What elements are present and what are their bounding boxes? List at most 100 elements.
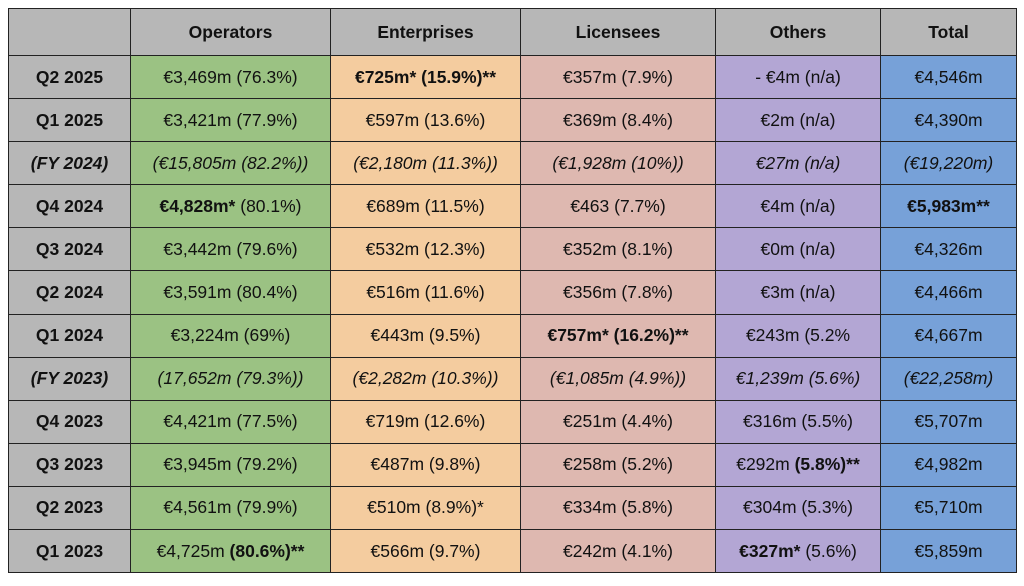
cell-total: €4,326m <box>880 227 1017 272</box>
cell-enterprises: €566m (9.7%) <box>330 529 521 574</box>
cell-text: €3,421m (77.9%) <box>163 109 298 130</box>
cell-enterprises: (€2,180m (11.3%)) <box>330 141 521 186</box>
header-corner <box>8 8 131 56</box>
cell-others: €292m (5.8%)** <box>715 442 881 487</box>
cell-text: €4,667m <box>914 325 983 346</box>
cell-text: €463 (7.7%) <box>570 195 666 216</box>
cell-text: €597m (13.6%) <box>365 109 486 130</box>
cell-enterprises: €510m (8.9%)* <box>330 485 521 531</box>
table-row: Q4 2024 €4,828m* (80.1%) €689m (11.5%) €463… <box>8 184 1017 229</box>
cell-others: €316m (5.5%) <box>715 399 881 444</box>
cell-text: €4,828m* <box>159 195 236 216</box>
cell-text: (5.6%) <box>800 540 857 561</box>
cell-total: (€19,220m) <box>880 141 1017 186</box>
cell-text: €2m (n/a) <box>760 109 836 130</box>
cell-operators: €4,561m (79.9%) <box>130 485 331 531</box>
cell-licensees: €356m (7.8%) <box>520 270 716 315</box>
table-row: (FY 2024) (€15,805m (82.2%)) (€2,180m (11.… <box>8 141 1017 186</box>
cell-text: (€1,085m (4.9%)) <box>549 368 687 389</box>
cell-total: €4,546m <box>880 54 1017 100</box>
cell-text: €443m (9.5%) <box>370 325 481 346</box>
cell-text: (€19,220m) <box>903 152 994 173</box>
cell-enterprises: (€2,282m (10.3%)) <box>330 356 521 401</box>
row-label: (FY 2024) <box>8 141 131 186</box>
cell-others: €4m (n/a) <box>715 184 881 229</box>
cell-total: €5,710m <box>880 485 1017 531</box>
cell-text: €243m (5.2% <box>745 325 851 346</box>
cell-text: €4,466m <box>914 282 983 303</box>
cell-text: €27m (n/a) <box>755 152 841 173</box>
cell-text: (17,652m (79.3%)) <box>157 368 304 389</box>
cell-text: €487m (9.8%) <box>370 454 481 475</box>
row-label: Q2 2024 <box>8 270 131 315</box>
cell-operators: €4,421m (77.5%) <box>130 399 331 444</box>
cell-total: €4,390m <box>880 98 1017 143</box>
cell-operators: €3,224m (69%) <box>130 313 331 358</box>
row-label: Q1 2024 <box>8 313 131 358</box>
cell-text: €352m (8.1%) <box>563 238 673 259</box>
cell-licensees: €757m* (16.2%)** <box>520 313 716 358</box>
cell-text: (€15,805m (82.2%)) <box>152 152 309 173</box>
row-label: Q2 2025 <box>8 54 131 100</box>
cell-text: (€2,282m (10.3%)) <box>352 368 499 389</box>
cell-operators: €4,828m* (80.1%) <box>130 184 331 229</box>
cell-operators: €3,945m (79.2%) <box>130 442 331 487</box>
cell-operators: (€15,805m (82.2%)) <box>130 141 331 186</box>
cell-others: €327m* (5.6%) <box>715 529 881 574</box>
table-row: Q1 2024 €3,224m (69%) €443m (9.5%) €757m* (… <box>8 313 1017 358</box>
cell-total: €4,667m <box>880 313 1017 358</box>
cell-licensees: €334m (5.8%) <box>520 485 716 531</box>
cell-text: €5,710m <box>914 497 983 518</box>
row-label: Q2 2023 <box>8 485 131 531</box>
cell-text: €357m (7.9%) <box>563 66 673 87</box>
cell-operators: €3,442m (79.6%) <box>130 227 331 272</box>
cell-text: €510m (8.9%)* <box>367 497 484 518</box>
row-label: Q3 2023 <box>8 442 131 487</box>
cell-others: €304m (5.3%) <box>715 485 881 531</box>
cell-others: €2m (n/a) <box>715 98 881 143</box>
cell-text: €5,859m <box>914 540 983 561</box>
cell-operators: €3,421m (77.9%) <box>130 98 331 143</box>
cell-text: €4,390m <box>914 109 983 130</box>
cell-text: €258m (5.2%) <box>563 454 673 475</box>
cell-others: €0m (n/a) <box>715 227 881 272</box>
cell-text: €532m (12.3%) <box>365 238 486 259</box>
row-label: Q4 2024 <box>8 184 131 229</box>
cell-text: (€1,928m (10%)) <box>552 152 684 173</box>
cell-text: €251m (4.4%) <box>563 411 673 432</box>
cell-operators: (17,652m (79.3%)) <box>130 356 331 401</box>
cell-total: €4,466m <box>880 270 1017 315</box>
cell-others: - €4m (n/a) <box>715 54 881 100</box>
cell-text: €689m (11.5%) <box>366 195 485 216</box>
header-row: Operators Enterprises Licensees Others Total <box>8 8 1017 56</box>
cell-text: (€22,258m) <box>903 368 994 389</box>
cell-total: €5,859m <box>880 529 1017 574</box>
cell-others: €243m (5.2% <box>715 313 881 358</box>
cell-others: €27m (n/a) <box>715 141 881 186</box>
cell-text: (5.8%)** <box>794 454 860 475</box>
row-label: Q4 2023 <box>8 399 131 444</box>
cell-text: €4,561m (79.9%) <box>163 497 298 518</box>
cell-total: (€22,258m) <box>880 356 1017 401</box>
cell-licensees: €357m (7.9%) <box>520 54 716 100</box>
cell-licensees: (€1,928m (10%)) <box>520 141 716 186</box>
cell-text: €757m* (16.2%)** <box>547 325 689 346</box>
cell-licensees: €369m (8.4%) <box>520 98 716 143</box>
cell-text: €369m (8.4%) <box>563 109 673 130</box>
header-others: Others <box>715 8 881 56</box>
cell-text: (80.1%) <box>235 195 302 216</box>
cell-licensees: €352m (8.1%) <box>520 227 716 272</box>
cell-licensees: €251m (4.4%) <box>520 399 716 444</box>
table-row: Q1 2025 €3,421m (77.9%) €597m (13.6%) €369m… <box>8 98 1017 143</box>
table-row: Q2 2025 €3,469m (76.3%) €725m* (15.9%)** €3… <box>8 54 1017 100</box>
cell-total: €5,983m** <box>880 184 1017 229</box>
cell-text: €4,725m <box>156 540 230 561</box>
cell-text: €242m (4.1%) <box>563 540 673 561</box>
cell-text: €334m (5.8%) <box>563 497 673 518</box>
cell-text: €4m (n/a) <box>760 195 836 216</box>
table-row: Q1 2023 €4,725m (80.6%)** €566m (9.7%) €242… <box>8 529 1017 574</box>
cell-text: €4,546m <box>914 66 983 87</box>
table-row: Q2 2024 €3,591m (80.4%) €516m (11.6%) €356m… <box>8 270 1017 315</box>
table-row: Q2 2023 €4,561m (79.9%) €510m (8.9%)* €334m… <box>8 485 1017 531</box>
cell-total: €4,982m <box>880 442 1017 487</box>
